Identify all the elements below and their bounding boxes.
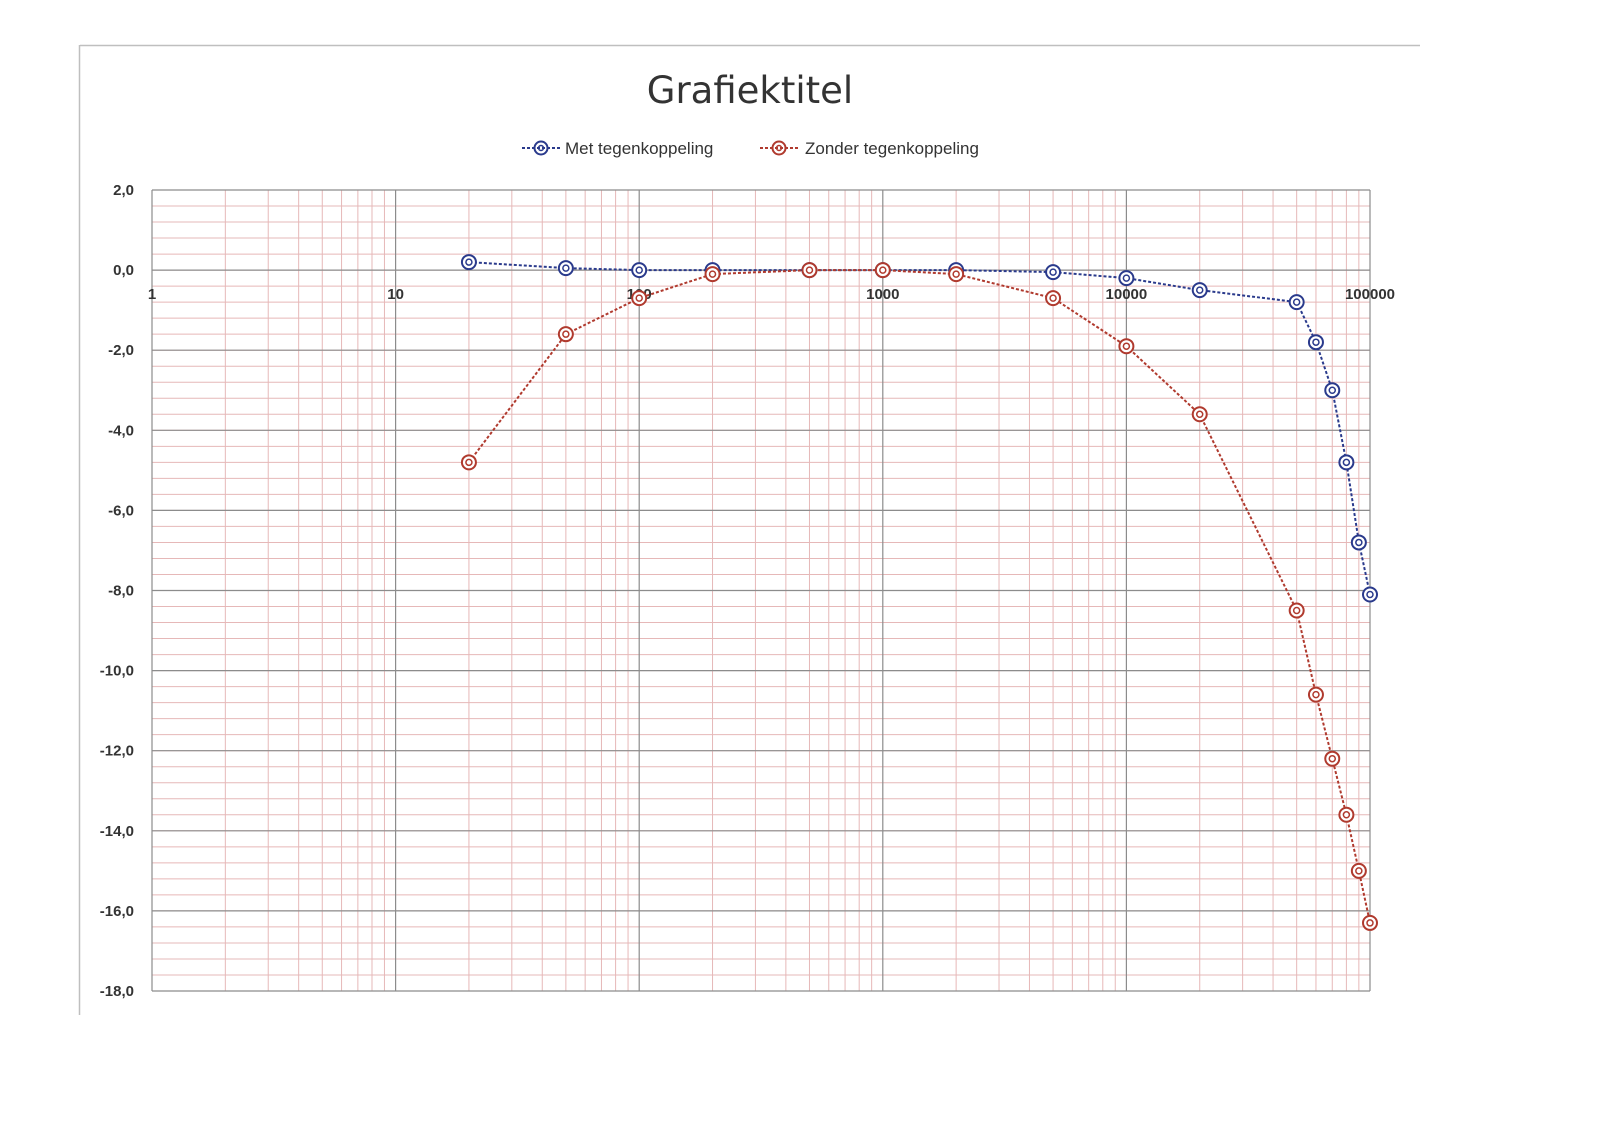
data-point-inner xyxy=(1292,298,1301,306)
data-point xyxy=(1288,294,1305,311)
data-point xyxy=(631,262,648,279)
data-point xyxy=(1191,406,1208,423)
series-group xyxy=(460,254,1378,931)
data-point-inner xyxy=(1122,274,1131,282)
data-point xyxy=(948,266,965,283)
data-point xyxy=(801,262,818,279)
data-point-inner xyxy=(465,458,473,467)
y-tick-label: -16,0 xyxy=(100,903,134,920)
data-point-inner xyxy=(1366,590,1374,599)
data-point-inner xyxy=(1342,811,1351,819)
data-point-inner xyxy=(1366,919,1374,927)
y-axis-ticks: 2,0 0,0 -2,0 -4,0 -6,0 -8,0 -10,0 -12,0 -14,0 -16… xyxy=(100,182,134,1000)
y-tick-label: -18,0 xyxy=(100,983,134,1000)
y-tick-label: -6,0 xyxy=(108,502,134,519)
data-point-inner xyxy=(1355,867,1363,875)
legend-marker-met xyxy=(533,140,549,156)
legend-marker-met-inner xyxy=(537,144,545,152)
y-tick-label: -8,0 xyxy=(108,583,134,600)
legend-label-zonder: Zonder tegenkoppeling xyxy=(805,139,979,158)
data-point-inner xyxy=(1328,754,1337,763)
data-point xyxy=(1045,264,1062,281)
data-point xyxy=(1362,914,1378,931)
data-point-inner xyxy=(1195,286,1204,294)
x-tick-label: 10 xyxy=(387,286,404,303)
data-point xyxy=(1307,686,1324,703)
data-point-inner xyxy=(562,264,570,272)
data-point-inner xyxy=(1195,410,1204,419)
y-tick-label: -2,0 xyxy=(108,342,134,359)
data-point xyxy=(460,454,477,471)
data-point xyxy=(1324,382,1341,399)
data-point xyxy=(874,262,891,279)
legend-label-met: Met tegenkoppeling xyxy=(565,139,713,158)
y-tick-label: 0,0 xyxy=(113,262,134,279)
data-point xyxy=(557,326,574,343)
data-point xyxy=(1350,862,1367,879)
data-point-inner xyxy=(1328,386,1337,394)
data-point xyxy=(1191,282,1208,299)
legend: Met tegenkoppeling Zonder tegenkoppeling xyxy=(522,139,979,158)
data-point xyxy=(1324,750,1341,767)
y-tick-label: -4,0 xyxy=(108,422,134,439)
data-point-inner xyxy=(465,258,473,266)
data-point xyxy=(1118,338,1135,355)
legend-item-met-tegenkoppeling[interactable]: Met tegenkoppeling xyxy=(522,139,713,158)
data-point xyxy=(1350,534,1367,551)
data-point-inner xyxy=(1292,606,1301,615)
data-point xyxy=(1362,586,1378,603)
y-tick-label: -12,0 xyxy=(100,743,134,760)
data-point-inner xyxy=(1049,294,1057,302)
legend-marker-zonder-inner xyxy=(775,144,783,152)
data-point xyxy=(1118,270,1135,287)
data-point-inner xyxy=(635,294,643,302)
data-point xyxy=(631,290,648,307)
data-point xyxy=(557,260,574,277)
data-point-inner xyxy=(708,270,717,278)
data-point xyxy=(704,266,721,283)
data-point-inner xyxy=(1355,538,1363,547)
grid-major xyxy=(151,189,1371,992)
data-point xyxy=(1045,290,1062,307)
data-point xyxy=(1338,806,1355,823)
series-line-0 xyxy=(468,261,1371,595)
data-point xyxy=(460,254,477,271)
y-tick-label: 2,0 xyxy=(113,182,134,199)
data-point-inner xyxy=(1312,690,1320,699)
legend-marker-zonder xyxy=(771,140,787,156)
data-point xyxy=(1288,602,1305,619)
data-point-inner xyxy=(879,266,887,274)
y-tick-label: -10,0 xyxy=(100,663,134,680)
data-point-inner xyxy=(635,266,643,274)
chart-title: Grafiektitel xyxy=(647,69,853,112)
data-point-inner xyxy=(1312,338,1320,346)
data-point-inner xyxy=(805,266,814,274)
data-point-inner xyxy=(952,270,960,278)
legend-item-zonder-tegenkoppeling[interactable]: Zonder tegenkoppeling xyxy=(760,139,979,158)
x-tick-label: 1 xyxy=(148,286,156,303)
data-point-inner xyxy=(562,330,570,338)
x-tick-label: 10000 xyxy=(1106,286,1148,303)
x-tick-label: 100000 xyxy=(1345,286,1395,303)
series-line-1 xyxy=(468,269,1371,924)
data-point-inner xyxy=(1342,458,1351,467)
data-point xyxy=(1338,454,1355,471)
y-tick-label: -14,0 xyxy=(100,823,134,840)
data-point-inner xyxy=(1049,268,1057,276)
data-point xyxy=(1307,334,1324,351)
x-axis-ticks: 110100100010000100000 xyxy=(148,286,1395,303)
data-point-inner xyxy=(1122,342,1131,350)
x-tick-label: 1000 xyxy=(866,286,899,303)
